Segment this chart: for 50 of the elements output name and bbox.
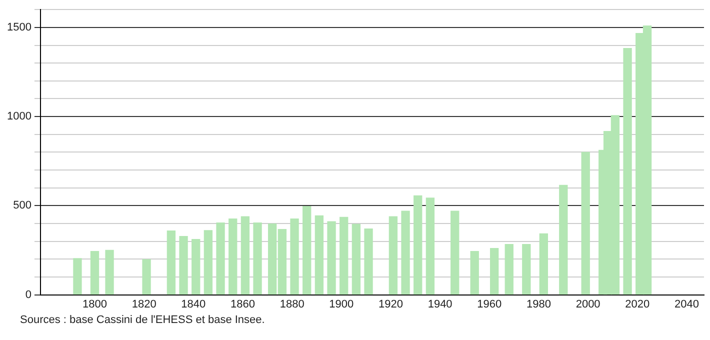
x-tick-label: 1920 — [378, 298, 403, 310]
x-tick-label: 1820 — [132, 298, 156, 310]
x-tick-label: 2040 — [674, 298, 699, 310]
bar — [581, 152, 590, 295]
x-tick-label: 1840 — [181, 298, 206, 310]
bar — [204, 230, 213, 295]
bar — [302, 206, 312, 295]
bar — [364, 228, 373, 295]
y-tick-label: 1500 — [6, 21, 32, 34]
y-tick-label: 1000 — [6, 110, 32, 123]
bar — [388, 216, 398, 295]
x-tick-label: 1880 — [280, 298, 304, 310]
bar — [240, 216, 250, 295]
x-tick-label: 1900 — [329, 298, 354, 310]
bar — [504, 244, 514, 295]
bar — [142, 259, 151, 295]
bar — [426, 198, 435, 295]
bar — [192, 239, 200, 295]
x-tick-label: 1800 — [82, 298, 107, 310]
source-note: Sources : base Cassini de l'EHESS et base Insee. — [20, 314, 266, 326]
bar — [216, 222, 225, 295]
bar — [352, 224, 361, 295]
bar — [340, 216, 348, 295]
bar — [470, 250, 479, 295]
bar — [166, 230, 176, 295]
bar — [253, 222, 262, 295]
bar — [327, 221, 336, 295]
bar — [90, 250, 100, 295]
bar — [414, 195, 422, 295]
x-tick-label: 2020 — [625, 298, 650, 310]
bar — [522, 244, 531, 295]
bar — [314, 215, 324, 295]
bar — [105, 250, 114, 295]
bar — [401, 210, 410, 295]
bar — [228, 218, 238, 295]
bar — [73, 258, 82, 295]
y-tick-label: 500 — [13, 200, 32, 212]
x-tick-label: 2000 — [576, 298, 600, 310]
x-tick-label: 1980 — [526, 298, 551, 310]
x-tick-label: 1960 — [477, 298, 502, 310]
y-tick-label: 0 — [25, 288, 32, 301]
bar — [490, 248, 499, 295]
x-tick-label: 1860 — [230, 298, 255, 310]
bar — [450, 210, 460, 295]
bar — [559, 184, 568, 295]
bar — [623, 48, 632, 295]
bar — [290, 218, 299, 295]
x-tick-label: 1940 — [428, 298, 452, 310]
bar — [179, 236, 188, 295]
bar — [539, 233, 548, 295]
